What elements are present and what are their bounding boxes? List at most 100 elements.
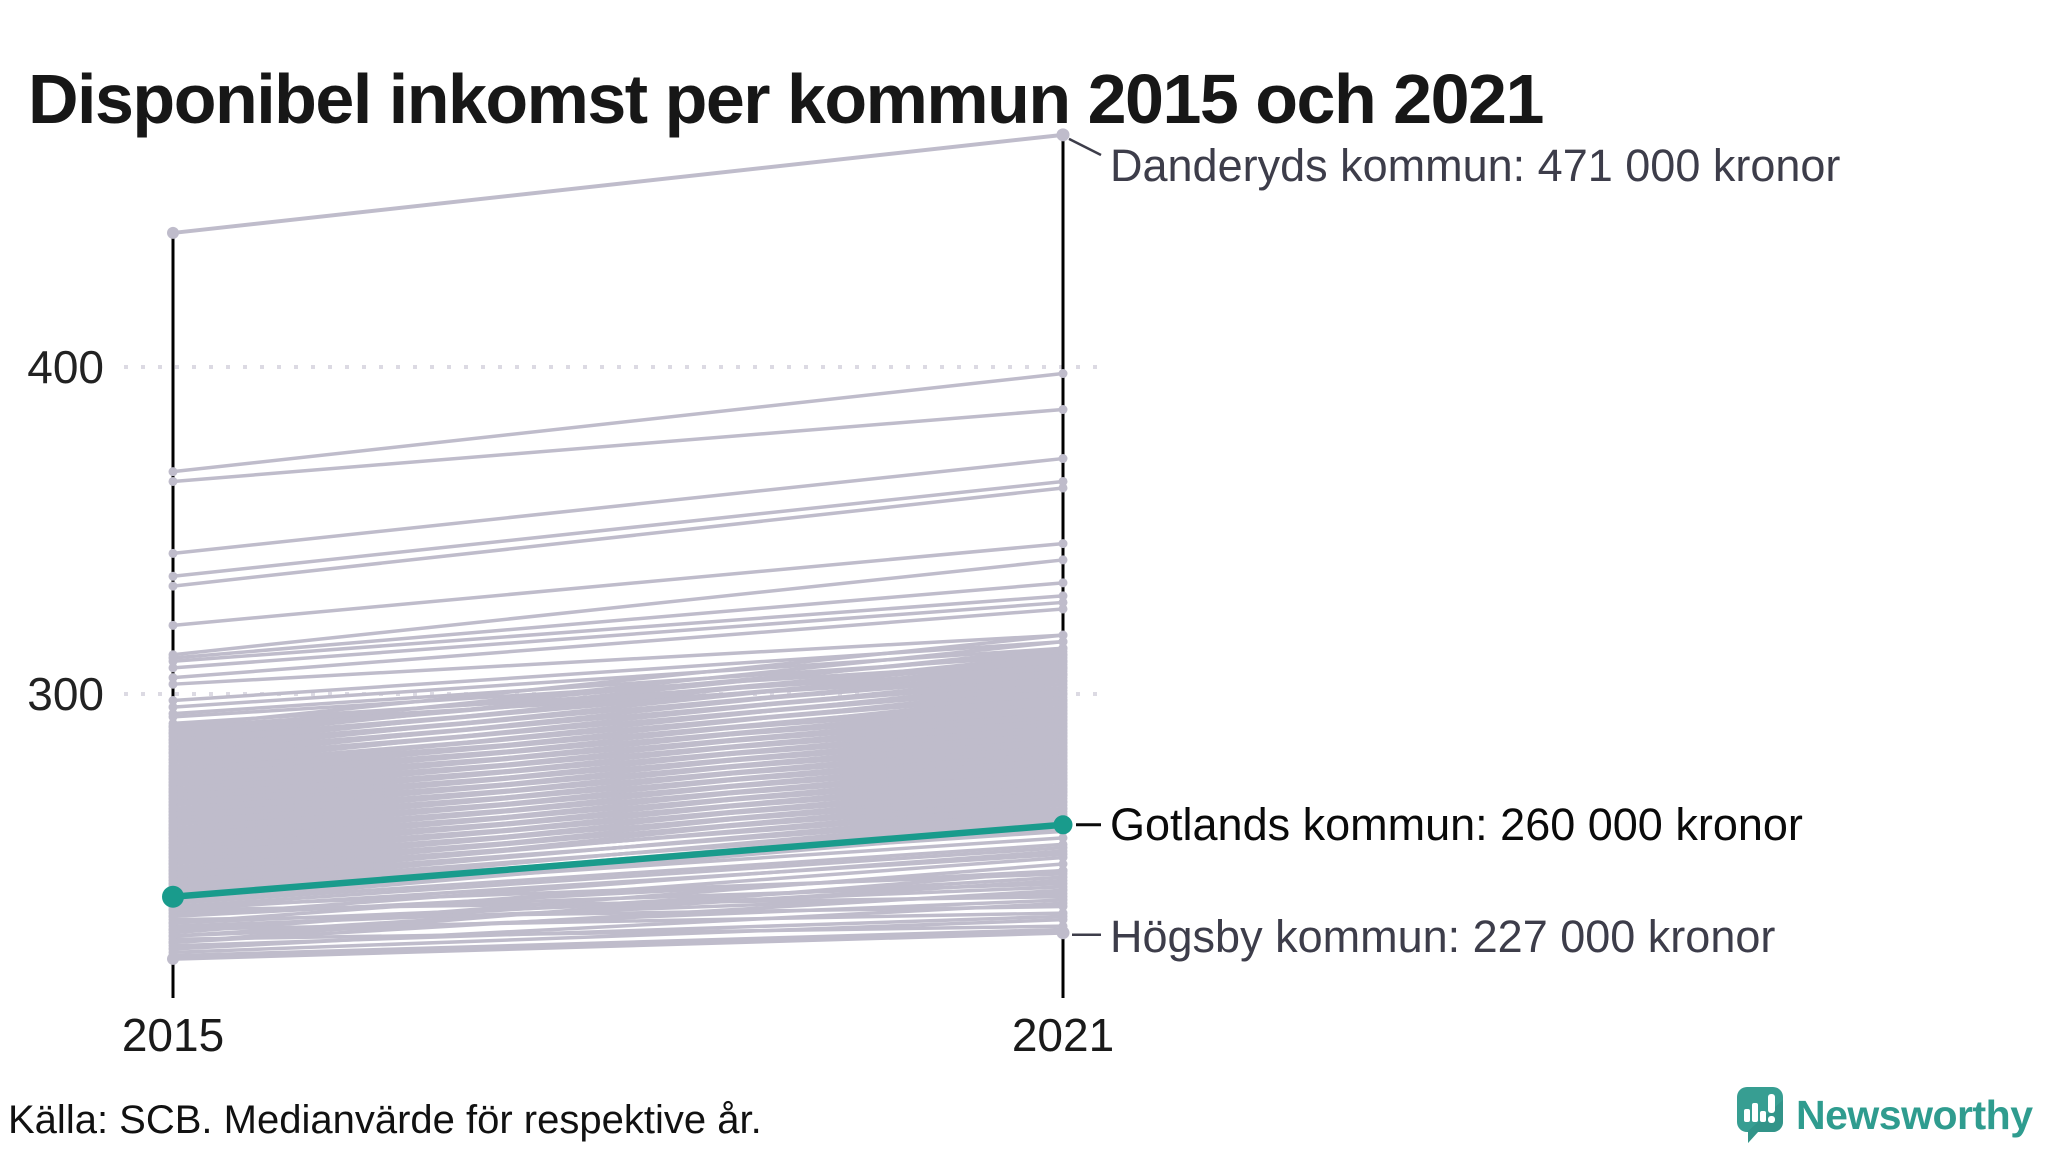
y-axis-tick-400: 400 bbox=[27, 341, 104, 393]
slope-line bbox=[172, 407, 1064, 484]
slope-line-dot-2021 bbox=[1058, 869, 1068, 879]
slope-line bbox=[172, 911, 1064, 932]
slope-line-dot-2021 bbox=[1058, 637, 1068, 647]
slope-line-dot-2021 bbox=[1058, 669, 1068, 679]
newsworthy-wordmark: Newsworthy bbox=[1796, 1091, 2033, 1138]
slope-line-dot-2021 bbox=[1058, 604, 1068, 614]
slope-line-dot-2015 bbox=[168, 817, 178, 827]
slope-line bbox=[172, 702, 1064, 771]
slope-line bbox=[172, 371, 1064, 474]
y-axis-tick-300: 300 bbox=[27, 668, 104, 720]
x-axis-label-2021: 2021 bbox=[1011, 1009, 1115, 1061]
slope-line-dot-2021 bbox=[1058, 718, 1068, 728]
slope-line-dot-2015 bbox=[168, 856, 178, 866]
slope-line-dot-2021 bbox=[1058, 656, 1068, 666]
chart-title: Disponibel inkomst per kommun 2015 och 2… bbox=[28, 59, 1544, 138]
slope-line-dot-2015 bbox=[168, 836, 178, 846]
slope-line-dot-2015 bbox=[168, 722, 178, 732]
slope-line-dot-2021 bbox=[1058, 849, 1068, 859]
slope-line bbox=[172, 541, 1064, 628]
slope-line-dot-2021 bbox=[1058, 682, 1068, 692]
slope-line-högsby-dot-2015 bbox=[167, 952, 179, 965]
slope-line-dot-2015 bbox=[168, 875, 178, 885]
x-axis-label-2015: 2015 bbox=[121, 1009, 225, 1061]
slope-line bbox=[172, 767, 1064, 837]
slope-line-dot-2021 bbox=[1058, 725, 1068, 735]
slope-line-dot-2021 bbox=[1058, 712, 1068, 722]
slope-line-dot-2015 bbox=[168, 830, 178, 840]
slope-line-dot-2015 bbox=[168, 797, 178, 807]
slope-line bbox=[172, 734, 1064, 804]
slope-line-dot-2021 bbox=[1058, 738, 1068, 748]
slope-line-danderyds-dot-2015 bbox=[167, 226, 179, 239]
slope-line-dot-2015 bbox=[168, 823, 178, 833]
slope-line-dot-2021 bbox=[1058, 833, 1068, 843]
highlight-line-gotlands bbox=[172, 821, 1064, 900]
slope-line bbox=[172, 813, 1064, 883]
slope-line bbox=[172, 715, 1064, 785]
slope-line-dot-2021 bbox=[1058, 797, 1068, 807]
annotation-hogsby: Högsby kommun: 227 000 kronor bbox=[1110, 911, 1776, 962]
slope-line-högsby-dot-2021 bbox=[1056, 926, 1070, 940]
slope-line-dot-2021 bbox=[1058, 784, 1068, 794]
slope-line-dot-2021 bbox=[1058, 751, 1068, 761]
slope-line-dot-2021 bbox=[1058, 369, 1068, 379]
slope-line bbox=[172, 594, 1064, 664]
slope-line-dot-2021 bbox=[1058, 879, 1068, 889]
slope-line-dot-2015 bbox=[168, 771, 178, 781]
slope-line bbox=[172, 581, 1064, 660]
slope-line bbox=[172, 747, 1064, 817]
slope-line bbox=[172, 872, 1064, 909]
slope-line-dot-2021 bbox=[1058, 902, 1068, 912]
slope-line-dot-2015 bbox=[168, 784, 178, 794]
slope-line-dot-2021 bbox=[1058, 663, 1068, 673]
connector-danderyd bbox=[1068, 137, 1102, 157]
slope-line-dot-2015 bbox=[168, 849, 178, 859]
newsworthy-branding: Newsworthy bbox=[1736, 1086, 2033, 1144]
slope-line bbox=[172, 780, 1064, 850]
slope-line bbox=[172, 633, 1064, 686]
slope-line-dot-2015 bbox=[168, 843, 178, 853]
slope-line-dot-2021 bbox=[1058, 454, 1068, 464]
annotation-gotland: Gotlands kommun: 260 000 kronor bbox=[1110, 799, 1803, 850]
slope-line-dot-2021 bbox=[1058, 758, 1068, 768]
slope-line bbox=[172, 927, 1064, 958]
slope-line bbox=[172, 741, 1064, 811]
slope-line-dot-2015 bbox=[168, 702, 178, 712]
slope-line bbox=[172, 787, 1064, 856]
slope-line-dot-2015 bbox=[168, 656, 178, 666]
slope-line-dot-2015 bbox=[168, 679, 178, 689]
slope-line-dot-2021 bbox=[1058, 483, 1068, 493]
slope-line bbox=[172, 659, 1064, 735]
source-note: Källa: SCB. Medianvärde för respektive å… bbox=[8, 1098, 762, 1142]
slope-line-dot-2015 bbox=[168, 476, 178, 486]
slope-line bbox=[172, 754, 1064, 824]
highlight-line-gotlands-dot-2021 bbox=[1053, 815, 1073, 835]
slope-line-dot-2021 bbox=[1058, 476, 1068, 486]
slope-line-dot-2021 bbox=[1058, 732, 1068, 742]
slope-line-dot-2021 bbox=[1058, 646, 1068, 656]
slope-line-dot-2021 bbox=[1058, 803, 1068, 813]
slope-line bbox=[172, 898, 1064, 938]
slope-line-dot-2021 bbox=[1058, 555, 1068, 565]
slope-line bbox=[172, 600, 1064, 670]
slope-line bbox=[172, 558, 1064, 657]
slope-line bbox=[172, 679, 1064, 755]
slope-line bbox=[172, 692, 1064, 768]
slope-line-dot-2021 bbox=[1058, 771, 1068, 781]
slope-line bbox=[172, 924, 1064, 941]
slope-line bbox=[172, 917, 1064, 955]
slope-line-dot-2021 bbox=[1058, 591, 1068, 601]
slope-line bbox=[172, 728, 1064, 798]
slope-line bbox=[172, 479, 1064, 579]
slope-line-dot-2021 bbox=[1058, 630, 1068, 640]
slope-line bbox=[172, 708, 1064, 778]
slope-line-dot-2015 bbox=[168, 467, 178, 477]
slope-line bbox=[172, 845, 1064, 909]
slope-line-dot-2015 bbox=[168, 810, 178, 820]
slope-line-dot-2021 bbox=[1058, 705, 1068, 715]
slope-line bbox=[172, 842, 1064, 906]
slope-line bbox=[172, 793, 1064, 863]
slope-line-högsby bbox=[172, 930, 1064, 961]
